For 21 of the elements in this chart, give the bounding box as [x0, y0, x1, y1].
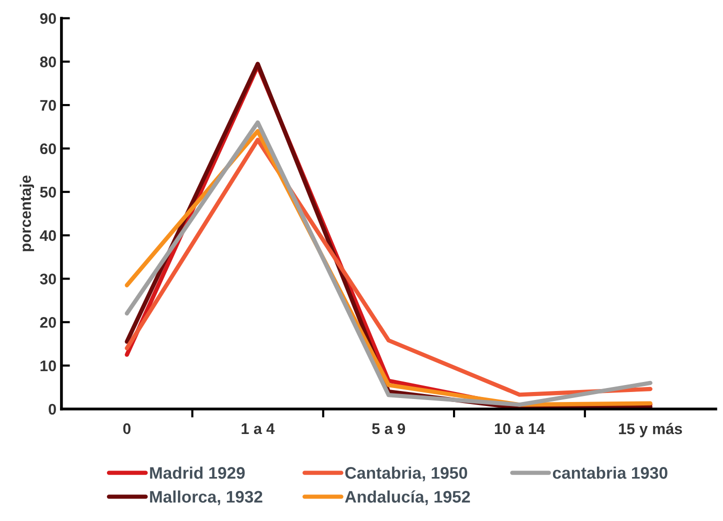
x-tick-label: 1 a 4	[242, 423, 275, 434]
y-tick-label: 20	[40, 317, 56, 328]
y-tick-label: 70	[40, 100, 56, 111]
legend-label: Andalucía, 1952	[345, 490, 470, 506]
y-tick-label: 90	[40, 13, 56, 24]
x-tick-label: 5 a 9	[372, 423, 406, 434]
y-tick-label: 0	[48, 404, 56, 415]
x-tick-label: 0	[123, 423, 131, 434]
y-tick-label: 40	[40, 230, 56, 242]
y-tick-label: 80	[40, 56, 56, 68]
y-tick-label: 30	[40, 274, 56, 284]
legend-label: cantabria 1930	[552, 466, 668, 479]
y-tick-label: 50	[40, 186, 56, 198]
x-tick-label: 15 y más	[619, 422, 682, 438]
legend-label: Mallorca, 1932	[150, 490, 262, 506]
legend-label: Cantabria, 1950	[345, 466, 468, 482]
y-tick-label: 60	[40, 143, 56, 154]
x-tick-label: 10 a 14	[494, 423, 545, 434]
y-axis-title: porcentaje	[20, 175, 34, 252]
legend-label: Madrid 1929	[150, 466, 245, 479]
y-tick-label: 10	[40, 360, 56, 372]
